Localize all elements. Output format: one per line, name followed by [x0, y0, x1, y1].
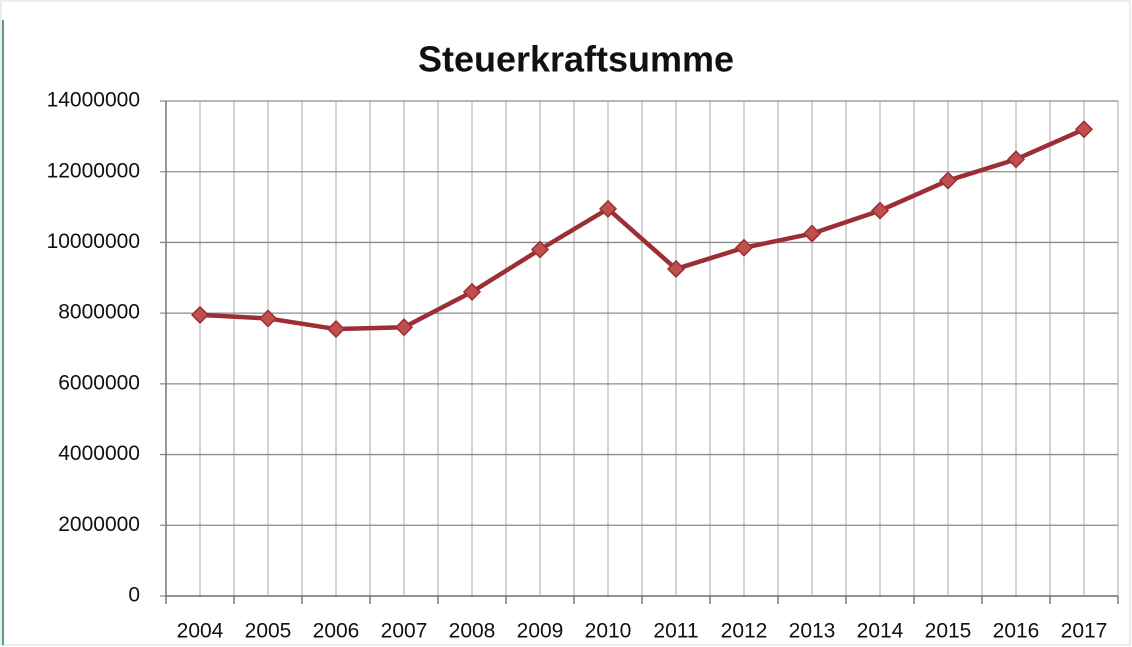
- y-tick-label: 12000000: [47, 159, 140, 182]
- data-marker: [598, 199, 618, 218]
- chart-title: Steuerkraftsumme: [418, 39, 734, 80]
- data-marker: [666, 259, 686, 279]
- data-marker: [326, 319, 346, 339]
- y-tick-label: 6000000: [58, 371, 140, 394]
- x-tick-label: 2010: [585, 620, 632, 643]
- y-tick-label: 10000000: [47, 230, 140, 253]
- data-marker: [530, 240, 550, 259]
- x-tick-label: 2012: [721, 620, 768, 643]
- data-marker: [870, 201, 890, 220]
- x-tick-label: 2016: [993, 620, 1040, 643]
- y-tick-label: 4000000: [58, 442, 140, 465]
- data-marker: [462, 282, 482, 301]
- data-marker: [258, 309, 278, 328]
- data-marker: [190, 305, 210, 324]
- data-marker: [1074, 120, 1094, 139]
- data-marker: [802, 224, 822, 243]
- y-tick-label: 0: [128, 584, 140, 607]
- y-tick-label: 14000000: [47, 89, 140, 112]
- x-tick-label: 2014: [857, 620, 904, 643]
- x-tick-label: 2009: [517, 620, 564, 643]
- x-tick-label: 2015: [925, 620, 972, 643]
- y-tick-label: 2000000: [58, 513, 140, 536]
- data-marker: [394, 318, 414, 337]
- x-tick-label: 2013: [789, 620, 836, 643]
- x-tick-label: 2017: [1061, 620, 1108, 643]
- y-tick-label: 8000000: [58, 301, 140, 324]
- x-tick-label: 2008: [449, 620, 496, 643]
- data-marker: [1006, 150, 1026, 169]
- data-line: [199, 127, 1085, 332]
- x-tick-label: 2005: [245, 620, 292, 643]
- data-marker: [938, 171, 958, 190]
- x-tick-label: 2006: [313, 620, 360, 643]
- x-tick-label: 2007: [381, 620, 428, 643]
- x-tick-label: 2004: [177, 620, 224, 643]
- data-marker: [734, 238, 754, 257]
- x-tick-label: 2011: [653, 620, 698, 643]
